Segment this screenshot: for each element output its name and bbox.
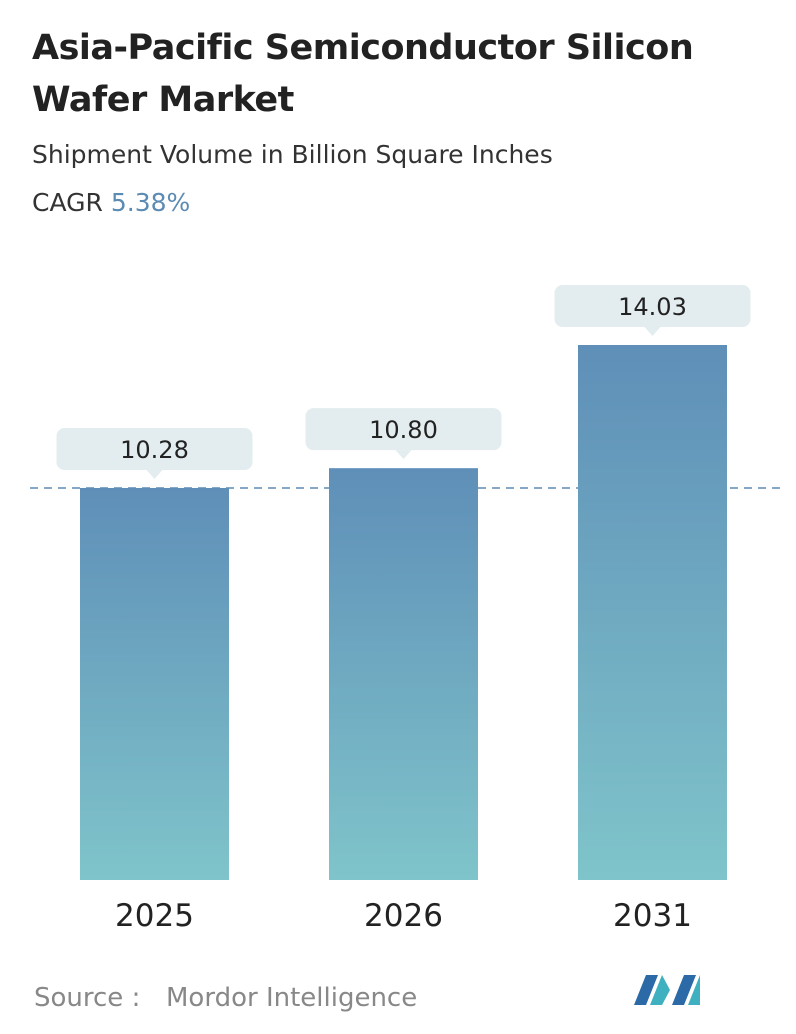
- data-label: 14.03: [618, 293, 687, 321]
- data-label: 10.28: [120, 436, 189, 464]
- x-tick-label: 2026: [364, 898, 443, 934]
- bar: [80, 487, 229, 880]
- x-tick-label: 2025: [115, 898, 194, 934]
- chart-subtitle: Shipment Volume in Billion Square Inches: [32, 140, 553, 169]
- chart-title: Asia-Pacific Semiconductor Silicon Wafer…: [32, 28, 694, 120]
- label-box: [554, 285, 751, 327]
- label-pointer: [146, 469, 163, 479]
- source-label: Source :: [34, 983, 140, 1013]
- label-pointer: [395, 450, 412, 460]
- logo: [634, 975, 700, 1005]
- data-label: 10.80: [369, 416, 438, 444]
- bar: [329, 468, 478, 880]
- label-box: [56, 427, 253, 470]
- source: Mordor Intelligence: [166, 983, 417, 1013]
- bar: [578, 345, 727, 880]
- label-box: [305, 408, 502, 451]
- cagr-label: CAGR: [32, 188, 103, 217]
- cagr-value: 5.38%: [110, 188, 191, 217]
- cagr: CAGR 5.38%: [32, 188, 190, 217]
- label-pointer: [644, 327, 661, 336]
- x-tick-label: 2031: [613, 898, 692, 934]
